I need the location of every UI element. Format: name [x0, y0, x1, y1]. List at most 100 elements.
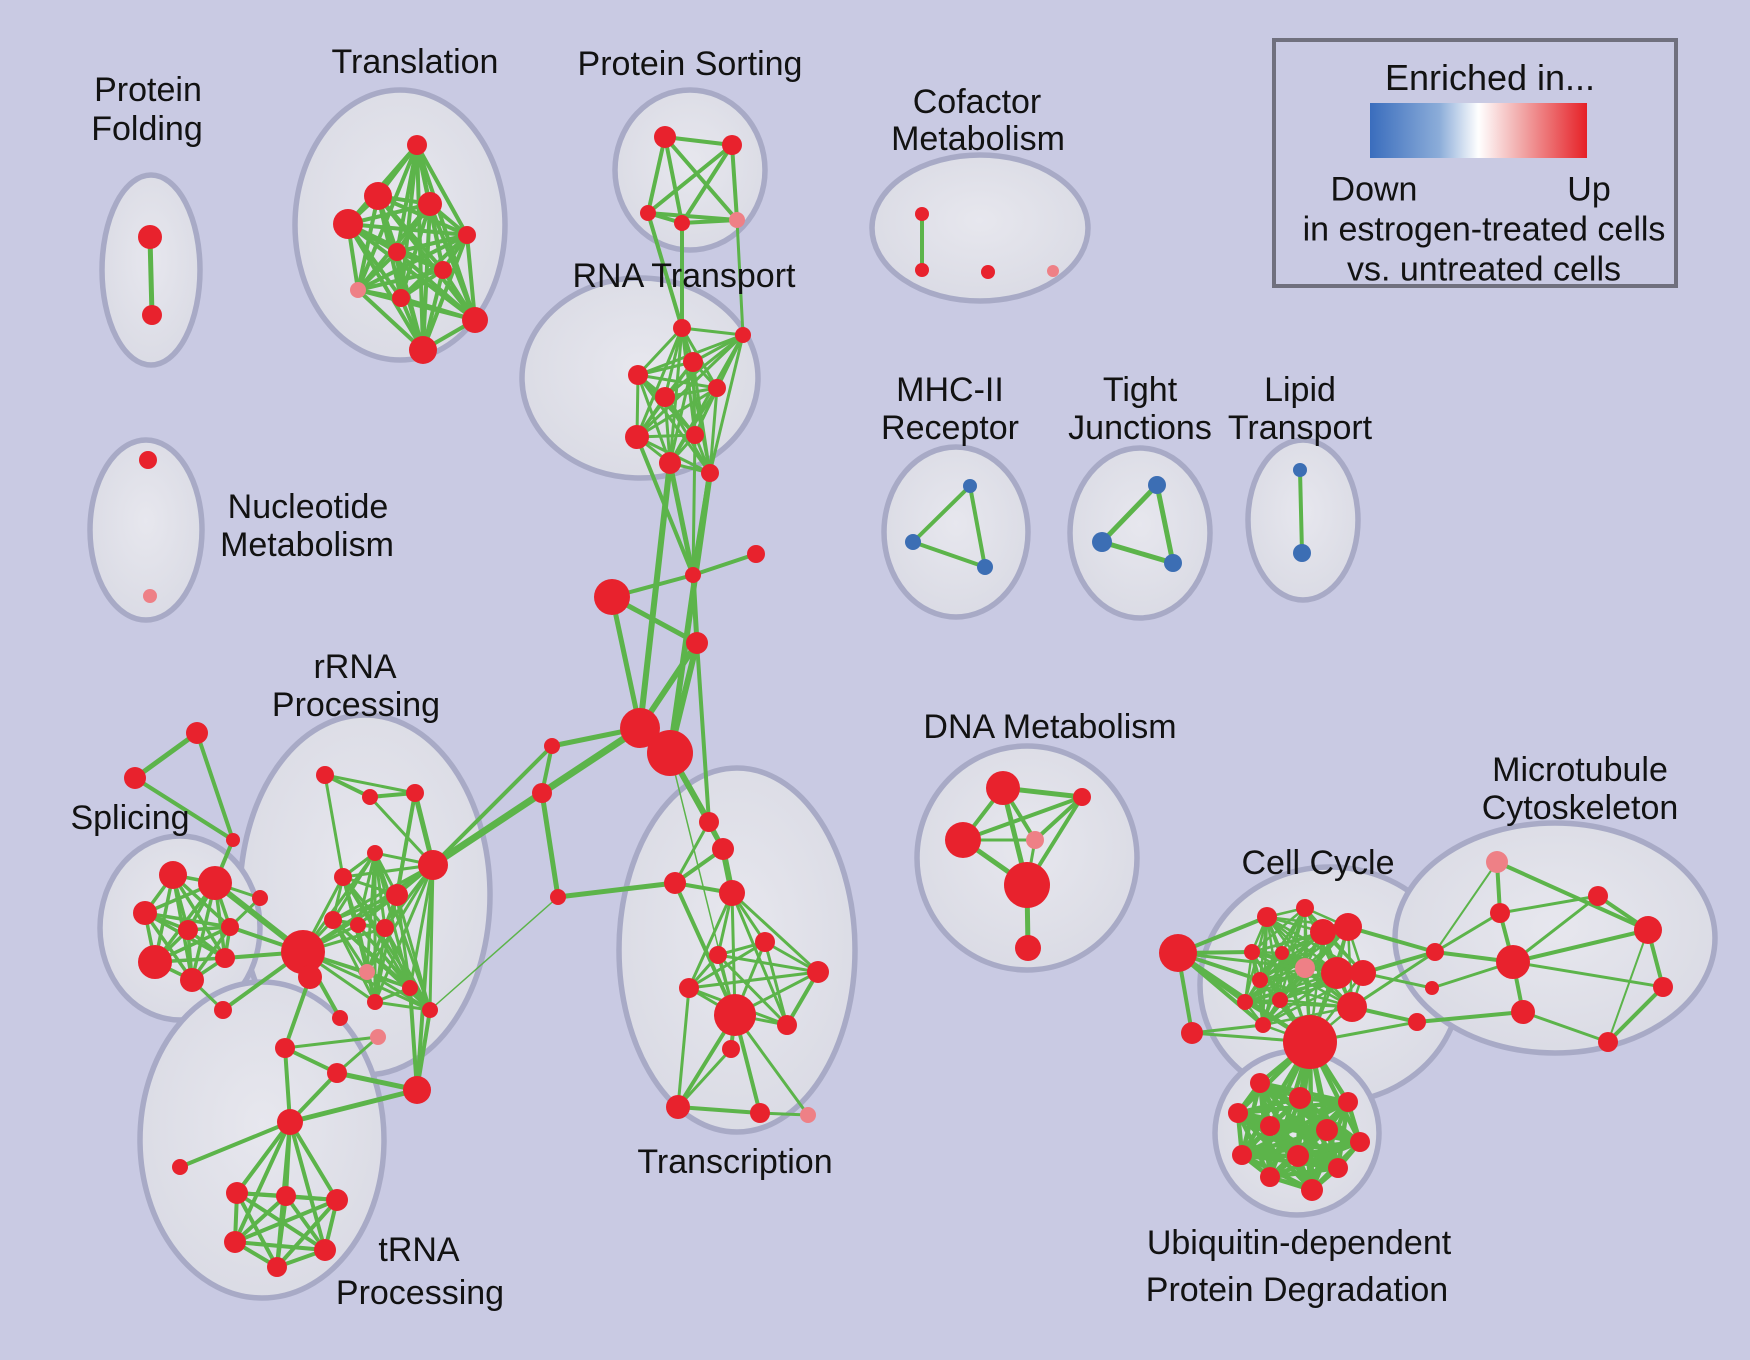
edge[interactable] — [356, 194, 380, 292]
node-rr3[interactable] — [406, 784, 424, 802]
edge[interactable] — [663, 135, 734, 147]
node-pf1[interactable] — [138, 225, 162, 249]
edge[interactable] — [331, 863, 435, 922]
node-t8[interactable] — [350, 282, 366, 298]
edge[interactable] — [539, 790, 561, 900]
edge[interactable] — [233, 1120, 292, 1244]
node-tc3[interactable] — [664, 872, 686, 894]
node-mh3[interactable] — [977, 559, 993, 575]
edge[interactable] — [395, 233, 469, 254]
edge[interactable] — [408, 863, 435, 990]
edge[interactable] — [1434, 861, 1498, 953]
node-t6[interactable] — [388, 243, 406, 261]
node-tri1[interactable] — [186, 722, 208, 744]
edge[interactable] — [609, 594, 643, 731]
node-t11[interactable] — [409, 336, 437, 364]
node-cc2[interactable] — [1296, 899, 1314, 917]
node-rt2[interactable] — [683, 352, 703, 372]
edge[interactable] — [1607, 929, 1649, 1043]
edge[interactable] — [346, 222, 469, 237]
node-ccp[interactable] — [1295, 958, 1315, 978]
node-cc1[interactable] — [1257, 907, 1277, 927]
edge[interactable] — [1298, 468, 1304, 555]
edge[interactable] — [1606, 985, 1665, 1044]
node-mtp[interactable] — [1486, 851, 1508, 873]
edge[interactable] — [687, 970, 820, 990]
edge[interactable] — [690, 572, 700, 646]
edge[interactable] — [365, 863, 435, 974]
node-sp1[interactable] — [159, 861, 187, 889]
node-ub11[interactable] — [1260, 1167, 1280, 1187]
edge[interactable] — [708, 333, 745, 475]
node-ub5[interactable] — [1260, 1116, 1280, 1136]
edge[interactable] — [132, 730, 200, 781]
node-br3[interactable] — [1408, 1013, 1426, 1031]
node-hub1[interactable] — [620, 708, 660, 748]
edge[interactable] — [555, 880, 678, 900]
node-cc8[interactable] — [1350, 960, 1376, 986]
edge[interactable] — [1099, 539, 1176, 566]
node-sp2[interactable] — [198, 866, 232, 900]
node-tc7[interactable] — [807, 961, 829, 983]
edge[interactable] — [195, 731, 235, 842]
edge[interactable] — [911, 540, 987, 569]
edge[interactable] — [636, 373, 719, 390]
edge[interactable] — [431, 744, 554, 867]
node-rr16[interactable] — [402, 980, 418, 996]
node-ub7[interactable] — [1350, 1132, 1370, 1152]
edge[interactable] — [429, 896, 559, 1011]
node-tr0[interactable] — [277, 1109, 303, 1135]
edge[interactable] — [636, 326, 684, 377]
edge[interactable] — [1346, 925, 1437, 954]
edge[interactable] — [1511, 894, 1600, 964]
node-rr13[interactable] — [275, 1038, 295, 1058]
node-c2[interactable] — [747, 545, 765, 563]
node-tric[interactable] — [226, 833, 240, 847]
edge[interactable] — [1239, 1127, 1330, 1158]
node-cc12[interactable] — [1255, 1017, 1271, 1033]
node-rr17[interactable] — [422, 1002, 438, 1018]
node-ps4[interactable] — [674, 215, 690, 231]
edge[interactable] — [680, 143, 734, 225]
node-dn5[interactable] — [1015, 935, 1041, 961]
node-tr5[interactable] — [314, 1239, 336, 1261]
edge[interactable] — [663, 333, 745, 399]
node-t10[interactable] — [462, 307, 488, 333]
edge[interactable] — [288, 1120, 339, 1202]
edge[interactable] — [143, 911, 232, 929]
node-rr7[interactable] — [418, 850, 448, 880]
node-br1[interactable] — [1426, 943, 1444, 961]
edge[interactable] — [368, 795, 435, 867]
edge[interactable] — [663, 135, 684, 225]
node-tr6[interactable] — [267, 1257, 287, 1277]
edge[interactable] — [356, 268, 445, 292]
node-ub1[interactable] — [1250, 1073, 1270, 1093]
node-dn2[interactable] — [1073, 788, 1091, 806]
node-tj3[interactable] — [1164, 554, 1182, 572]
node-rr1[interactable] — [316, 766, 334, 784]
edge[interactable] — [911, 484, 972, 544]
edge[interactable] — [331, 918, 369, 974]
edge[interactable] — [301, 950, 432, 1012]
edge[interactable] — [133, 776, 235, 842]
node-tr2[interactable] — [276, 1186, 296, 1206]
edge[interactable] — [636, 373, 712, 475]
node-tc5[interactable] — [755, 932, 775, 952]
edge[interactable] — [646, 135, 667, 215]
node-rrp1[interactable] — [359, 964, 375, 980]
edge[interactable] — [735, 218, 745, 337]
node-cf2[interactable] — [915, 263, 929, 277]
node-tc6[interactable] — [709, 946, 727, 964]
node-ps1[interactable] — [654, 126, 676, 148]
node-ps3[interactable] — [640, 205, 656, 221]
edge[interactable] — [663, 135, 739, 222]
edge[interactable] — [1433, 911, 1502, 954]
node-cc4[interactable] — [1334, 913, 1362, 941]
node-hub2[interactable] — [647, 730, 693, 776]
node-tc13[interactable] — [800, 1107, 816, 1123]
node-rt7[interactable] — [686, 426, 704, 444]
edge[interactable] — [676, 986, 691, 1109]
edge[interactable] — [680, 326, 745, 337]
edge[interactable] — [235, 1191, 279, 1269]
